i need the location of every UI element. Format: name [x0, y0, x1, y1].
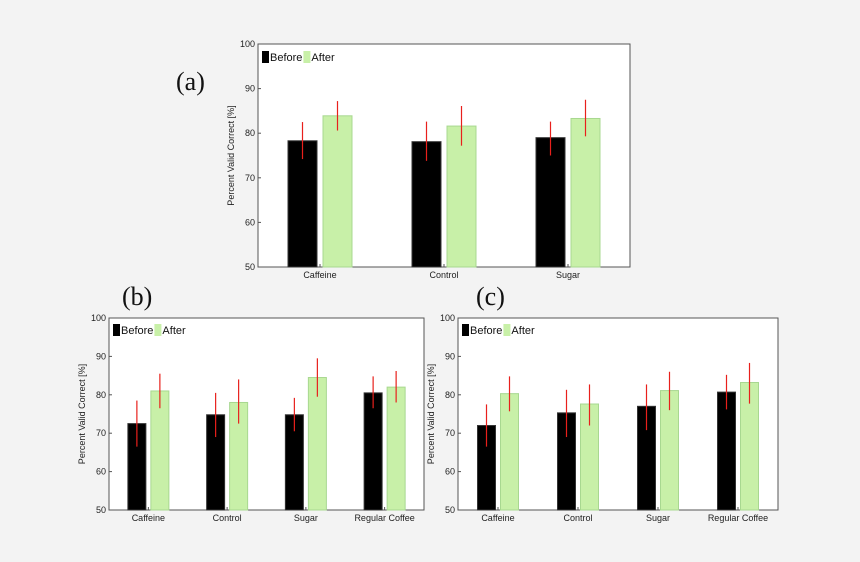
panel-a-ytick-label: 90 [245, 84, 255, 94]
panel-c-ytick-label: 100 [440, 313, 455, 323]
panel-c-legend-label-before: Before [470, 325, 502, 337]
panel-c-category-label: Control [563, 513, 592, 523]
panel-a-ytick-label: 70 [245, 173, 255, 183]
panel-a-bar-before [287, 140, 318, 268]
panel-a-ytick-label: 80 [245, 128, 255, 138]
panel-c-legend-label-after: After [511, 325, 535, 337]
panel-b-bar-before [363, 392, 383, 511]
panel-b-bar-after [307, 377, 327, 511]
panel-a-bar-after [322, 115, 353, 268]
panel-a-ytick-label: 100 [240, 39, 255, 49]
panel-b-legend-swatch-before [113, 324, 120, 336]
panel-a-y-axis-label: Percent Valid Correct [%] [226, 105, 236, 205]
panel-a-bar-after [570, 117, 601, 268]
panel-c-category-label: Sugar [646, 513, 670, 523]
panel-b-y-axis-label: Percent Valid Correct [%] [77, 364, 87, 464]
panel-b-bar-after [150, 390, 170, 511]
panel-c-ytick-label: 50 [445, 505, 455, 515]
panel-c-y-axis-label: Percent Valid Correct [%] [426, 364, 436, 464]
panel-a-bar-before [411, 141, 442, 268]
panel-c-category-label: Caffeine [481, 513, 514, 523]
panel-b-ytick-label: 60 [96, 467, 106, 477]
panel-a-bar-after [446, 125, 477, 268]
panel-a-legend-swatch-after [303, 51, 311, 63]
panel-c-category-label: Regular Coffee [708, 513, 768, 523]
panel-b-category-label: Caffeine [132, 513, 165, 523]
panel-b-ytick-label: 50 [96, 505, 106, 515]
panel-a-category-label: Sugar [556, 270, 580, 280]
panel-a-legend-swatch-before [262, 51, 269, 63]
panel-b-legend-swatch-after [154, 324, 162, 336]
panel-c-ytick-label: 70 [445, 428, 455, 438]
panel-c-ytick-label: 90 [445, 351, 455, 361]
panel-a-legend-label-before: Before [270, 52, 302, 64]
panel-b-label: (b) [122, 282, 152, 311]
panel-b-bar-after [386, 386, 406, 511]
panel-c-bar-before [717, 391, 736, 511]
panel-b-category-label: Control [213, 513, 242, 523]
panel-a-legend-label-after: After [311, 52, 335, 64]
panel-c-ytick-label: 60 [445, 467, 455, 477]
panel-a-plot-area [257, 43, 631, 268]
panel-a-bar-before [535, 137, 566, 268]
panel-a-category-label: Caffeine [303, 270, 336, 280]
panel-b-category-label: Sugar [294, 513, 318, 523]
panel-b-ytick-label: 100 [91, 313, 106, 323]
panel-b-ytick-label: 90 [96, 351, 106, 361]
panel-c-legend-swatch-before [462, 324, 469, 336]
panel-c-ytick-label: 80 [445, 390, 455, 400]
panel-a-category-label: Control [429, 270, 458, 280]
panel-a-ytick-label: 50 [245, 262, 255, 272]
panel-c-label: (c) [476, 282, 505, 311]
panel-b-legend-label-after: After [162, 325, 186, 337]
panel-b-legend-label-before: Before [121, 325, 153, 337]
panel-b-category-label: Regular Coffee [354, 513, 414, 523]
panel-b-ytick-label: 70 [96, 428, 106, 438]
panel-a-label: (a) [176, 67, 205, 96]
panel-b-ytick-label: 80 [96, 390, 106, 400]
panel-a-ytick-label: 60 [245, 217, 255, 227]
panel-c-legend-swatch-after [503, 324, 511, 336]
